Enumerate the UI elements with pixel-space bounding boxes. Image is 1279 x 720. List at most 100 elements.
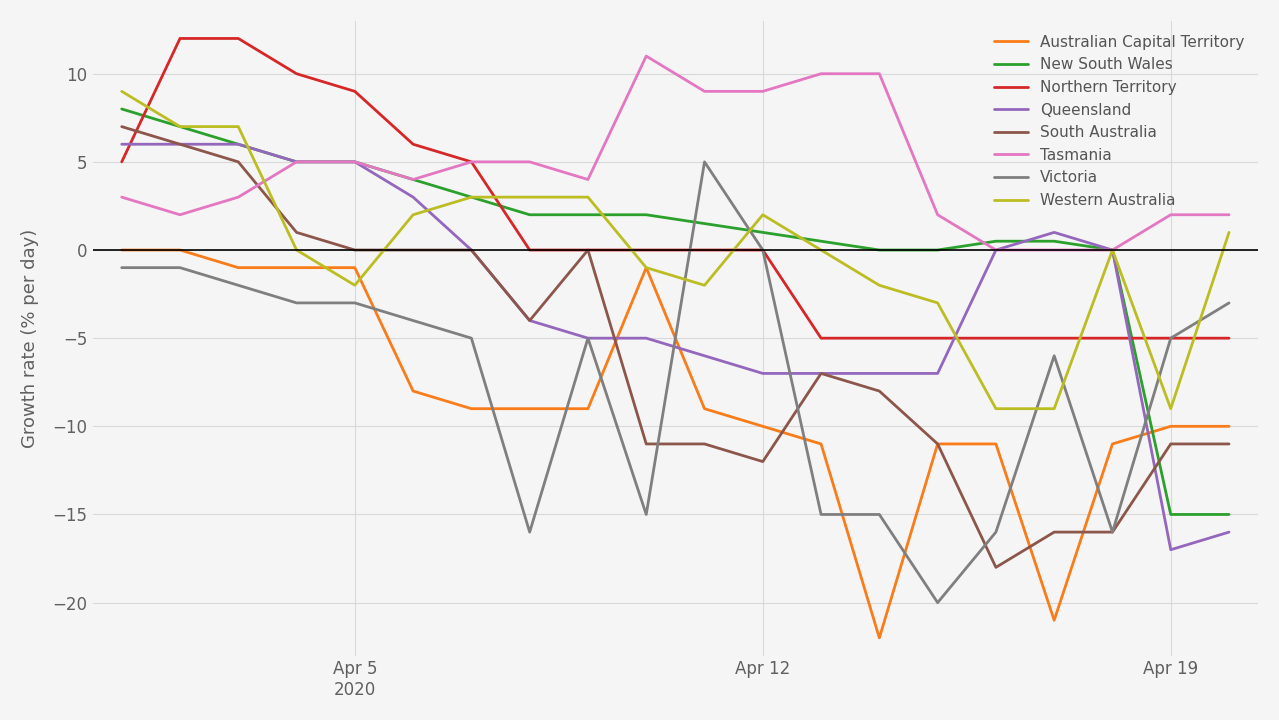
Queensland (173, 140, 188, 148)
Line: Tasmania: Tasmania (122, 56, 1229, 250)
Northern Territory (1046, 334, 1062, 343)
Northern Territory (755, 246, 770, 254)
New South Wales (230, 140, 246, 148)
Australian Capital Territory (930, 440, 945, 449)
Western Australia (522, 193, 537, 202)
Queensland (638, 334, 654, 343)
New South Wales (813, 237, 829, 246)
Northern Territory (1221, 334, 1237, 343)
Victoria (464, 334, 480, 343)
Northern Territory (813, 334, 829, 343)
Victoria (930, 598, 945, 607)
South Australia (638, 440, 654, 449)
Western Australia (989, 405, 1004, 413)
Queensland (230, 140, 246, 148)
South Australia (1221, 440, 1237, 449)
Northern Territory (464, 158, 480, 166)
Australian Capital Territory (405, 387, 421, 395)
Australian Capital Territory (464, 405, 480, 413)
Tasmania (347, 158, 362, 166)
Queensland (755, 369, 770, 378)
Queensland (581, 334, 596, 343)
Western Australia (405, 210, 421, 219)
South Australia (813, 369, 829, 378)
Victoria (1221, 299, 1237, 307)
Victoria (114, 264, 129, 272)
New South Wales (638, 210, 654, 219)
Tasmania (1046, 246, 1062, 254)
Queensland (872, 369, 888, 378)
Victoria (755, 246, 770, 254)
Australian Capital Territory (813, 440, 829, 449)
South Australia (464, 246, 480, 254)
Australian Capital Territory (989, 440, 1004, 449)
Tasmania (755, 87, 770, 96)
South Australia (347, 246, 362, 254)
Northern Territory (1105, 334, 1120, 343)
Western Australia (1221, 228, 1237, 237)
Australian Capital Territory (114, 246, 129, 254)
New South Wales (173, 122, 188, 131)
Tasmania (989, 246, 1004, 254)
Tasmania (464, 158, 480, 166)
Australian Capital Territory (173, 246, 188, 254)
South Australia (581, 246, 596, 254)
Queensland (1221, 528, 1237, 536)
Tasmania (230, 193, 246, 202)
Northern Territory (930, 334, 945, 343)
South Australia (522, 316, 537, 325)
Northern Territory (173, 34, 188, 42)
Line: Western Australia: Western Australia (122, 91, 1229, 409)
Australian Capital Territory (697, 405, 712, 413)
Northern Territory (114, 158, 129, 166)
Queensland (930, 369, 945, 378)
Tasmania (173, 210, 188, 219)
Tasmania (1105, 246, 1120, 254)
Victoria (405, 316, 421, 325)
Line: Victoria: Victoria (122, 162, 1229, 603)
New South Wales (1221, 510, 1237, 519)
Western Australia (230, 122, 246, 131)
Western Australia (697, 281, 712, 289)
Queensland (813, 369, 829, 378)
South Australia (173, 140, 188, 148)
New South Wales (1046, 237, 1062, 246)
South Australia (1046, 528, 1062, 536)
Tasmania (697, 87, 712, 96)
Line: New South Wales: New South Wales (122, 109, 1229, 515)
Queensland (522, 316, 537, 325)
South Australia (755, 457, 770, 466)
Queensland (405, 193, 421, 202)
Queensland (989, 246, 1004, 254)
New South Wales (872, 246, 888, 254)
Australian Capital Territory (1105, 440, 1120, 449)
Australian Capital Territory (230, 264, 246, 272)
South Australia (930, 440, 945, 449)
Queensland (347, 158, 362, 166)
Western Australia (1163, 405, 1178, 413)
Queensland (1163, 546, 1178, 554)
Line: Australian Capital Territory: Australian Capital Territory (122, 250, 1229, 638)
Tasmania (289, 158, 304, 166)
Y-axis label: Growth rate (% per day): Growth rate (% per day) (20, 228, 38, 448)
Tasmania (813, 69, 829, 78)
Tasmania (522, 158, 537, 166)
Northern Territory (872, 334, 888, 343)
South Australia (405, 246, 421, 254)
South Australia (289, 228, 304, 237)
Western Australia (464, 193, 480, 202)
South Australia (1105, 528, 1120, 536)
Queensland (1046, 228, 1062, 237)
Western Australia (872, 281, 888, 289)
Tasmania (638, 52, 654, 60)
Tasmania (114, 193, 129, 202)
New South Wales (1105, 246, 1120, 254)
Line: Queensland: Queensland (122, 144, 1229, 550)
Australian Capital Territory (1163, 422, 1178, 431)
Northern Territory (581, 246, 596, 254)
Northern Territory (230, 34, 246, 42)
Northern Territory (638, 246, 654, 254)
Legend: Australian Capital Territory, New South Wales, Northern Territory, Queensland, S: Australian Capital Territory, New South … (989, 29, 1251, 214)
Line: South Australia: South Australia (122, 127, 1229, 567)
Victoria (1046, 351, 1062, 360)
